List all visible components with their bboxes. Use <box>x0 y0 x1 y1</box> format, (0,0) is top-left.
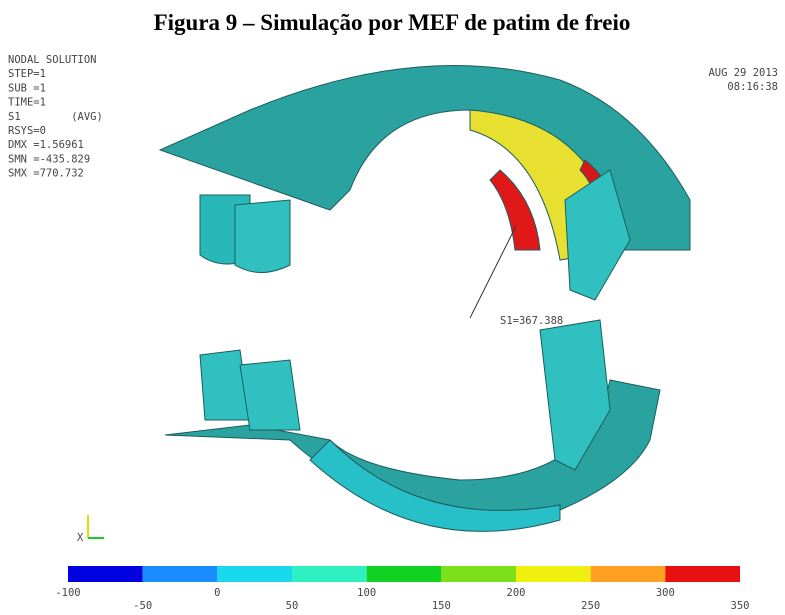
legend-segment <box>441 566 516 582</box>
time: 08:16:38 <box>727 81 778 93</box>
info-line: SMN =-435.829 <box>8 153 90 165</box>
legend-segment <box>68 566 143 582</box>
legend-tick-label: 50 <box>286 600 299 612</box>
legend-segment <box>143 566 218 582</box>
annotation-arrow <box>470 226 516 318</box>
legend-segment <box>292 566 367 582</box>
info-line: TIME=1 <box>8 97 46 109</box>
legend-tick-label: 100 <box>357 587 376 599</box>
info-line: DMX =1.56961 <box>8 139 84 151</box>
model-bottom <box>165 320 660 531</box>
info-line: SMX =770.732 <box>8 168 84 180</box>
legend-tick-label: 200 <box>507 587 526 599</box>
date: AUG 29 2013 <box>708 67 778 79</box>
legend-tick-label: -100 <box>55 587 80 599</box>
info-line: SUB =1 <box>8 82 46 94</box>
legend-tick-label: 150 <box>432 600 451 612</box>
info-line: NODAL SOLUTION <box>8 54 97 66</box>
legend-segment <box>591 566 666 582</box>
legend-tick-label: 350 <box>731 600 750 612</box>
legend-tick-label: 250 <box>581 600 600 612</box>
model-top <box>160 65 690 300</box>
caption: Figura 9 – Simulação por MEF de patim de… <box>154 10 631 35</box>
legend-tick-label: 300 <box>656 587 675 599</box>
legend-segment <box>217 566 292 582</box>
legend-segment <box>516 566 591 582</box>
info-line: RSYS=0 <box>8 125 46 137</box>
info-line: S1 (AVG) <box>8 111 103 123</box>
info-line: STEP=1 <box>8 68 46 80</box>
legend-segment <box>367 566 442 582</box>
legend-tick-label: 0 <box>214 587 220 599</box>
annotation: S1=367.388 <box>500 315 563 327</box>
axis-label: X <box>77 532 84 544</box>
legend-tick-label: -50 <box>133 600 152 612</box>
legend-segment <box>665 566 740 582</box>
figure: Figura 9 – Simulação por MEF de patim de… <box>0 0 785 615</box>
